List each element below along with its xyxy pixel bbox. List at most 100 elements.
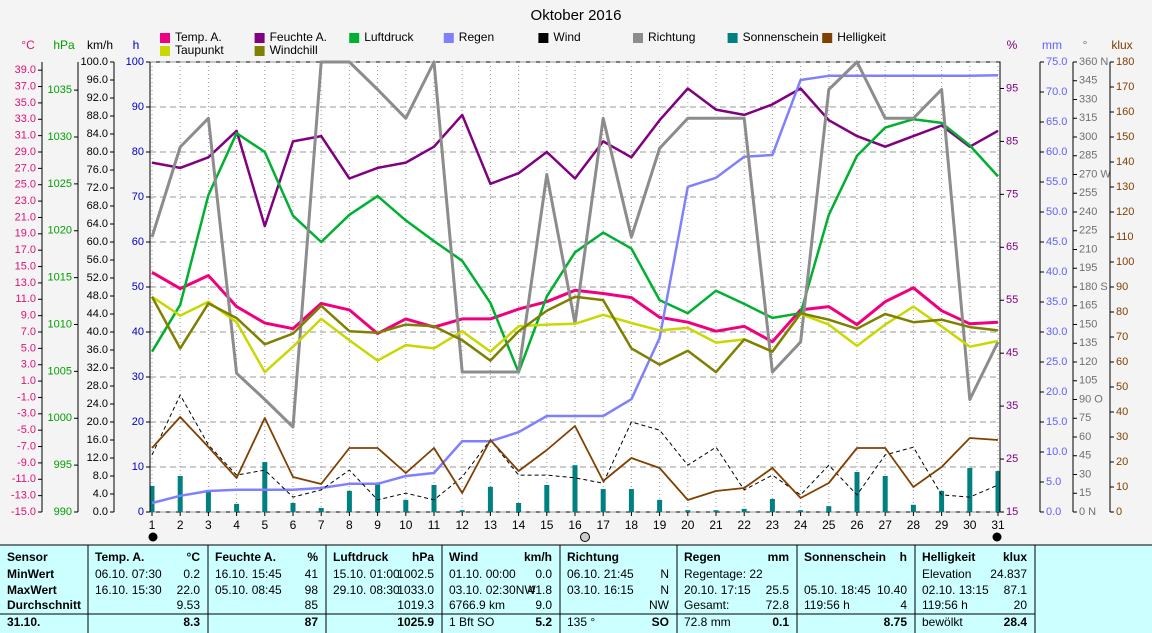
cell-text: 01.10. 00:00: [449, 567, 516, 581]
legend-label: Feuchte A.: [270, 30, 327, 44]
y-tick-label: 39.0: [15, 64, 36, 76]
column-title: Richtung: [567, 550, 619, 564]
y-tick-label: 10: [132, 461, 144, 473]
y-tick-label: 1020: [48, 225, 72, 237]
bar: [290, 503, 296, 512]
y-tick-label: 12.0: [87, 452, 108, 464]
y-tick-label: 180 S: [1079, 281, 1108, 293]
cell-text: 20.10. 17:15: [684, 583, 751, 597]
y-tick-label: 55: [1006, 294, 1018, 306]
legend-label: Wind: [553, 30, 580, 44]
y-tick-label: 50: [132, 281, 144, 293]
y-tick-label: 60: [1116, 356, 1128, 368]
column-unit: mm: [768, 550, 789, 564]
y-tick-label: 1005: [48, 365, 72, 377]
cell-text: 06.10. 07:30: [95, 567, 162, 581]
x-tick-label: 31: [991, 518, 1005, 532]
x-tick-label: 11: [428, 518, 441, 532]
cell-value: 9.0: [535, 598, 552, 612]
cell-value: NW: [649, 598, 670, 612]
y-tick-label: 90: [132, 101, 144, 113]
y-tick-label: 90: [1116, 281, 1128, 293]
legend-label: Richtung: [648, 30, 695, 44]
x-tick-label: 14: [512, 518, 526, 532]
cell-value: 8.3: [183, 615, 200, 629]
legend-swatch: [822, 33, 833, 43]
y-tick-label: 35: [1006, 400, 1018, 412]
y-tick-label: 76.0: [87, 164, 108, 176]
y-tick-label: 270 W: [1079, 168, 1111, 180]
series-line: [150, 295, 999, 374]
y-tick-label: -15.0: [11, 506, 36, 518]
y-tick-label: 150: [1079, 318, 1097, 330]
bar: [967, 467, 973, 512]
moon-icon: [992, 532, 1002, 542]
cell-text: Regentage: 22: [684, 567, 763, 581]
row-label: MinWert: [7, 567, 54, 581]
y-tick-label: 65: [1006, 241, 1018, 253]
y-tick-label: 65.0: [1046, 116, 1067, 128]
y-tick-label: 16.0: [87, 434, 108, 446]
cell-value: 0.2: [183, 567, 200, 581]
y-tick-label: 70.0: [1046, 86, 1067, 98]
y-tick-label: 21.0: [15, 211, 36, 223]
legend-swatch: [443, 33, 454, 43]
bar: [375, 484, 381, 512]
y-tick-label: 1.0: [21, 375, 36, 387]
cell-text: 1 Bft SO: [449, 615, 494, 629]
bar: [234, 503, 240, 512]
x-tick-label: 1: [149, 518, 156, 532]
series-line: [151, 271, 999, 344]
y-tick-label: 15: [1006, 506, 1018, 518]
y-tick-label: 170: [1116, 81, 1134, 93]
column-title: Regen: [684, 550, 721, 564]
table-header: Sensor: [7, 550, 48, 564]
legend-swatch: [254, 33, 265, 43]
bar: [205, 489, 211, 512]
y-tick-label: 72.0: [87, 182, 108, 194]
legend-swatch: [254, 46, 265, 56]
x-tick-label: 6: [290, 518, 297, 532]
y-tick-label: 30: [132, 371, 144, 383]
column-unit: h: [900, 550, 907, 564]
y-tick-label: 120: [1116, 206, 1134, 218]
axis-unit: °: [1083, 38, 1088, 52]
y-tick-label: 80.0: [87, 146, 108, 158]
column-unit: klux: [1003, 550, 1027, 564]
series-line: [151, 73, 999, 505]
cell-text: 72.8 mm: [684, 615, 731, 629]
y-tick-label: 60.0: [87, 236, 108, 248]
bar: [882, 476, 888, 512]
axis-unit: km/h: [87, 38, 113, 52]
legend-label: Taupunkt: [175, 43, 224, 57]
cell-text: 29.10. 08:30: [333, 583, 400, 597]
y-tick-label: 20: [1116, 456, 1128, 468]
series-line: [151, 295, 999, 374]
axis-unit: klux: [1111, 38, 1132, 52]
y-tick-label: 70: [1116, 331, 1128, 343]
y-tick-label: 140: [1116, 156, 1134, 168]
y-tick-label: 995: [54, 459, 72, 471]
axis-unit: %: [1007, 38, 1018, 52]
cell-text: 16.10. 15:30: [95, 583, 162, 597]
x-tick-label: 16: [568, 518, 582, 532]
x-tick-label: 13: [484, 518, 498, 532]
y-tick-label: 60: [132, 236, 144, 248]
y-tick-label: 70: [132, 191, 144, 203]
cell-value: 0.0: [535, 567, 552, 581]
x-tick-label: 19: [653, 518, 667, 532]
y-tick-label: 88.0: [87, 110, 108, 122]
axis-unit: °C: [21, 38, 35, 52]
y-tick-label: 95: [1006, 82, 1018, 94]
cell-text: 15.10. 01:00: [333, 567, 400, 581]
cell-text: 02.10. 13:15: [922, 583, 989, 597]
y-tick-label: 120: [1079, 356, 1097, 368]
y-tick-label: 1030: [48, 131, 72, 143]
y-tick-label: 10: [1116, 481, 1128, 493]
x-tick-label: 25: [822, 518, 836, 532]
row-label: 31.10.: [7, 615, 40, 629]
y-tick-label: 75: [1006, 188, 1018, 200]
cell-value: 8.75: [884, 615, 908, 629]
bar: [600, 489, 606, 512]
bar: [431, 485, 437, 512]
